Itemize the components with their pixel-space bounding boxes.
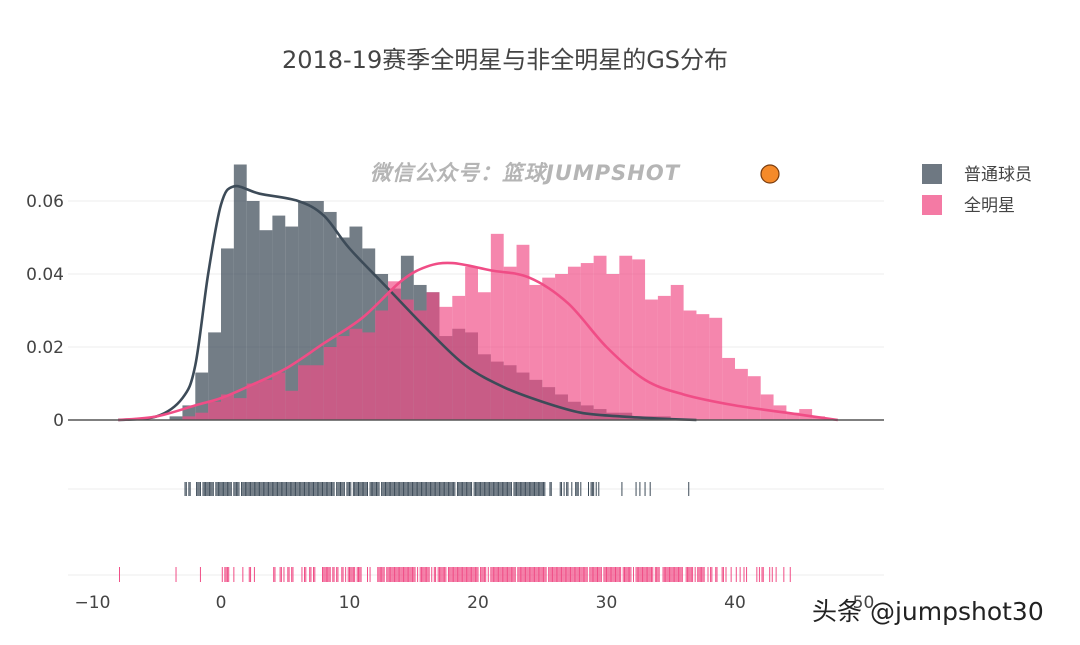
y-tick-label: 0 xyxy=(53,411,64,431)
histogram-bar xyxy=(670,284,684,420)
y-tick-label: 0.04 xyxy=(26,265,64,285)
histogram-bar xyxy=(555,274,568,420)
histogram-bar xyxy=(452,295,466,420)
histogram-bar xyxy=(542,277,556,420)
histogram-bar xyxy=(246,201,260,420)
histogram-bar xyxy=(208,401,221,420)
histogram-bar xyxy=(529,284,543,420)
histogram-bar xyxy=(503,266,517,420)
histogram-bar xyxy=(169,416,183,420)
histogram-bar xyxy=(310,365,324,420)
histogram-bar xyxy=(233,398,247,420)
histogram-bar xyxy=(632,259,646,420)
histogram-bar xyxy=(272,215,286,420)
histogram-bar xyxy=(593,255,607,420)
histogram-bar xyxy=(323,347,337,420)
histogram-bar xyxy=(400,299,414,420)
histogram-bar xyxy=(439,306,453,420)
histogram-bar xyxy=(696,314,710,420)
histogram-bar xyxy=(606,274,620,420)
histogram-bar xyxy=(285,226,299,420)
kde-curve xyxy=(118,261,838,422)
x-tick-labels: −10 0 10 20 30 40 50 xyxy=(75,593,875,613)
x-tick-label: −10 xyxy=(75,593,111,613)
histogram-bars xyxy=(169,164,825,420)
legend-swatch[interactable] xyxy=(922,195,942,215)
x-tick-label: 50 xyxy=(853,593,875,613)
histogram-bar xyxy=(722,357,735,420)
legend-label[interactable]: 全明星 xyxy=(964,196,1015,216)
chart-title: 2018-19赛季全明星与非全明星的GS分布 xyxy=(282,46,728,74)
histogram-bar xyxy=(786,412,800,420)
x-tick-label: 10 xyxy=(339,593,361,613)
basketball-icon xyxy=(760,164,780,184)
histogram-bar xyxy=(233,164,247,420)
histogram-bar xyxy=(709,317,723,420)
histogram-bar xyxy=(195,372,209,420)
x-tick-label: 0 xyxy=(216,593,227,613)
histogram-bar xyxy=(362,332,376,420)
histogram-bar xyxy=(735,368,748,420)
histogram-bar xyxy=(478,292,491,420)
histogram-bar xyxy=(619,255,633,420)
histogram-bar xyxy=(657,295,671,420)
histogram-bar xyxy=(221,394,234,420)
histogram-bar xyxy=(567,266,581,420)
histogram-bar xyxy=(375,310,389,420)
histogram-bar xyxy=(760,394,774,420)
histogram-bar xyxy=(388,281,401,420)
histogram-bar xyxy=(490,233,504,420)
credit-text: 头条 @jumpshot30 xyxy=(812,597,1044,626)
y-tick-label: 0.02 xyxy=(26,338,64,358)
histogram-bar xyxy=(221,248,234,420)
y-tick-labels: 0 0.02 0.04 0.06 xyxy=(26,192,64,431)
histogram-bar xyxy=(426,292,440,420)
density-curves xyxy=(118,184,838,422)
x-tick-label: 30 xyxy=(596,593,618,613)
y-tick-label: 0.06 xyxy=(26,192,64,212)
legend-swatch[interactable] xyxy=(922,164,942,184)
legend-label[interactable]: 普通球员 xyxy=(964,165,1032,185)
watermark-text: 微信公众号：篮球JUMPSHOT xyxy=(370,161,681,185)
histogram-bar xyxy=(195,412,209,420)
x-tick-label: 20 xyxy=(467,593,489,613)
histogram-bar xyxy=(246,383,260,420)
histogram-bar xyxy=(645,299,658,420)
histogram-bar xyxy=(747,376,761,420)
histogram-bar xyxy=(182,416,196,420)
histogram-bar xyxy=(465,266,478,420)
histogram-bar xyxy=(285,390,299,420)
rug-strips xyxy=(118,482,791,582)
histogram-bar xyxy=(580,263,594,420)
histogram-bar xyxy=(349,328,363,420)
histogram-bar xyxy=(272,372,286,420)
histogram-bar xyxy=(298,365,311,420)
histogram-bar xyxy=(516,244,530,420)
histogram-bar xyxy=(336,336,350,420)
histogram-bar xyxy=(259,230,273,420)
histogram-bar xyxy=(259,379,273,420)
x-tick-label: 40 xyxy=(724,593,746,613)
histogram-bar xyxy=(413,310,427,420)
kde-curve xyxy=(118,184,697,422)
histogram-bar xyxy=(683,310,697,420)
